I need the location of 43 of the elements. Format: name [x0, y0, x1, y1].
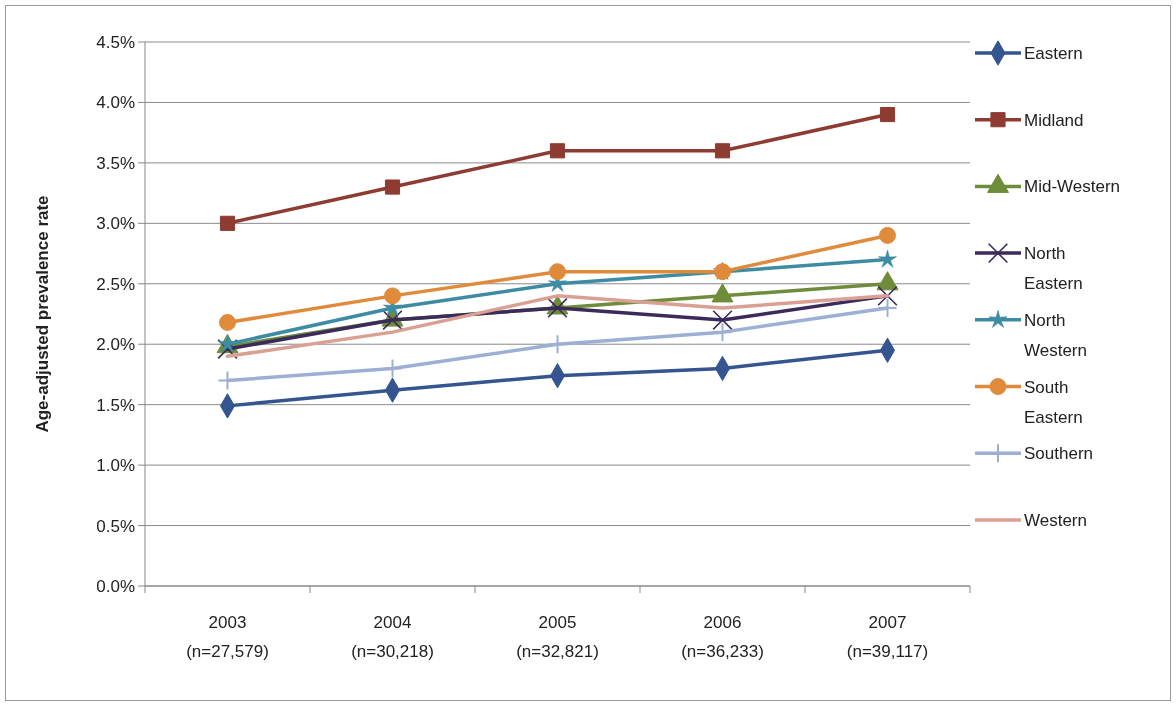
point — [879, 106, 896, 123]
point — [548, 335, 567, 354]
y-tick-label: 0.0% — [96, 577, 135, 596]
x-tick-label: 2003 (n=27,579) — [186, 613, 269, 661]
point — [712, 309, 733, 331]
point — [549, 263, 566, 281]
x-tick-label: 2007 (n=39,117) — [846, 613, 929, 661]
point — [384, 287, 401, 305]
y-tick-label: 3.5% — [96, 153, 135, 173]
y-tick-label: 2.5% — [96, 274, 135, 294]
y-tick-label: 0.5% — [96, 516, 135, 536]
y-tick-label: 4.0% — [96, 93, 135, 113]
point — [384, 179, 401, 195]
y-tick-label: 3.0% — [96, 214, 135, 234]
point — [879, 226, 896, 244]
point — [549, 143, 566, 159]
y-axis-title: Age-adjusted prevalence rate — [33, 195, 52, 433]
legend-label: Western — [1024, 510, 1087, 530]
point — [877, 285, 898, 307]
y-tick-label: 4.5% — [96, 33, 135, 52]
point — [383, 359, 402, 378]
point — [713, 323, 732, 342]
legend-label: Midland — [1024, 110, 1084, 130]
point — [218, 371, 237, 390]
y-tick-label: 2.0% — [96, 335, 135, 355]
legend-label: Mid-Western — [1024, 177, 1121, 197]
x-tick-label: 2005 (n=32,821) — [516, 613, 599, 661]
y-tick-label: 1.5% — [96, 395, 135, 415]
legend-label: North Eastern — [1024, 244, 1083, 294]
point — [217, 338, 238, 360]
legend-label: South Eastern — [1024, 377, 1083, 427]
legend-label: Eastern — [1024, 44, 1083, 63]
point — [878, 298, 897, 317]
y-tick-label: 1.0% — [96, 456, 135, 476]
point — [219, 215, 236, 231]
x-tick-label: 2004 (n=30,218) — [351, 613, 434, 661]
point — [714, 143, 731, 159]
point — [878, 249, 897, 268]
x-tick-label: 2006 (n=36,233) — [681, 613, 764, 661]
line-series — [225, 294, 890, 359]
legend-label: North Western — [1024, 310, 1087, 360]
point — [219, 314, 236, 331]
legend-label: Southern — [1024, 444, 1093, 464]
